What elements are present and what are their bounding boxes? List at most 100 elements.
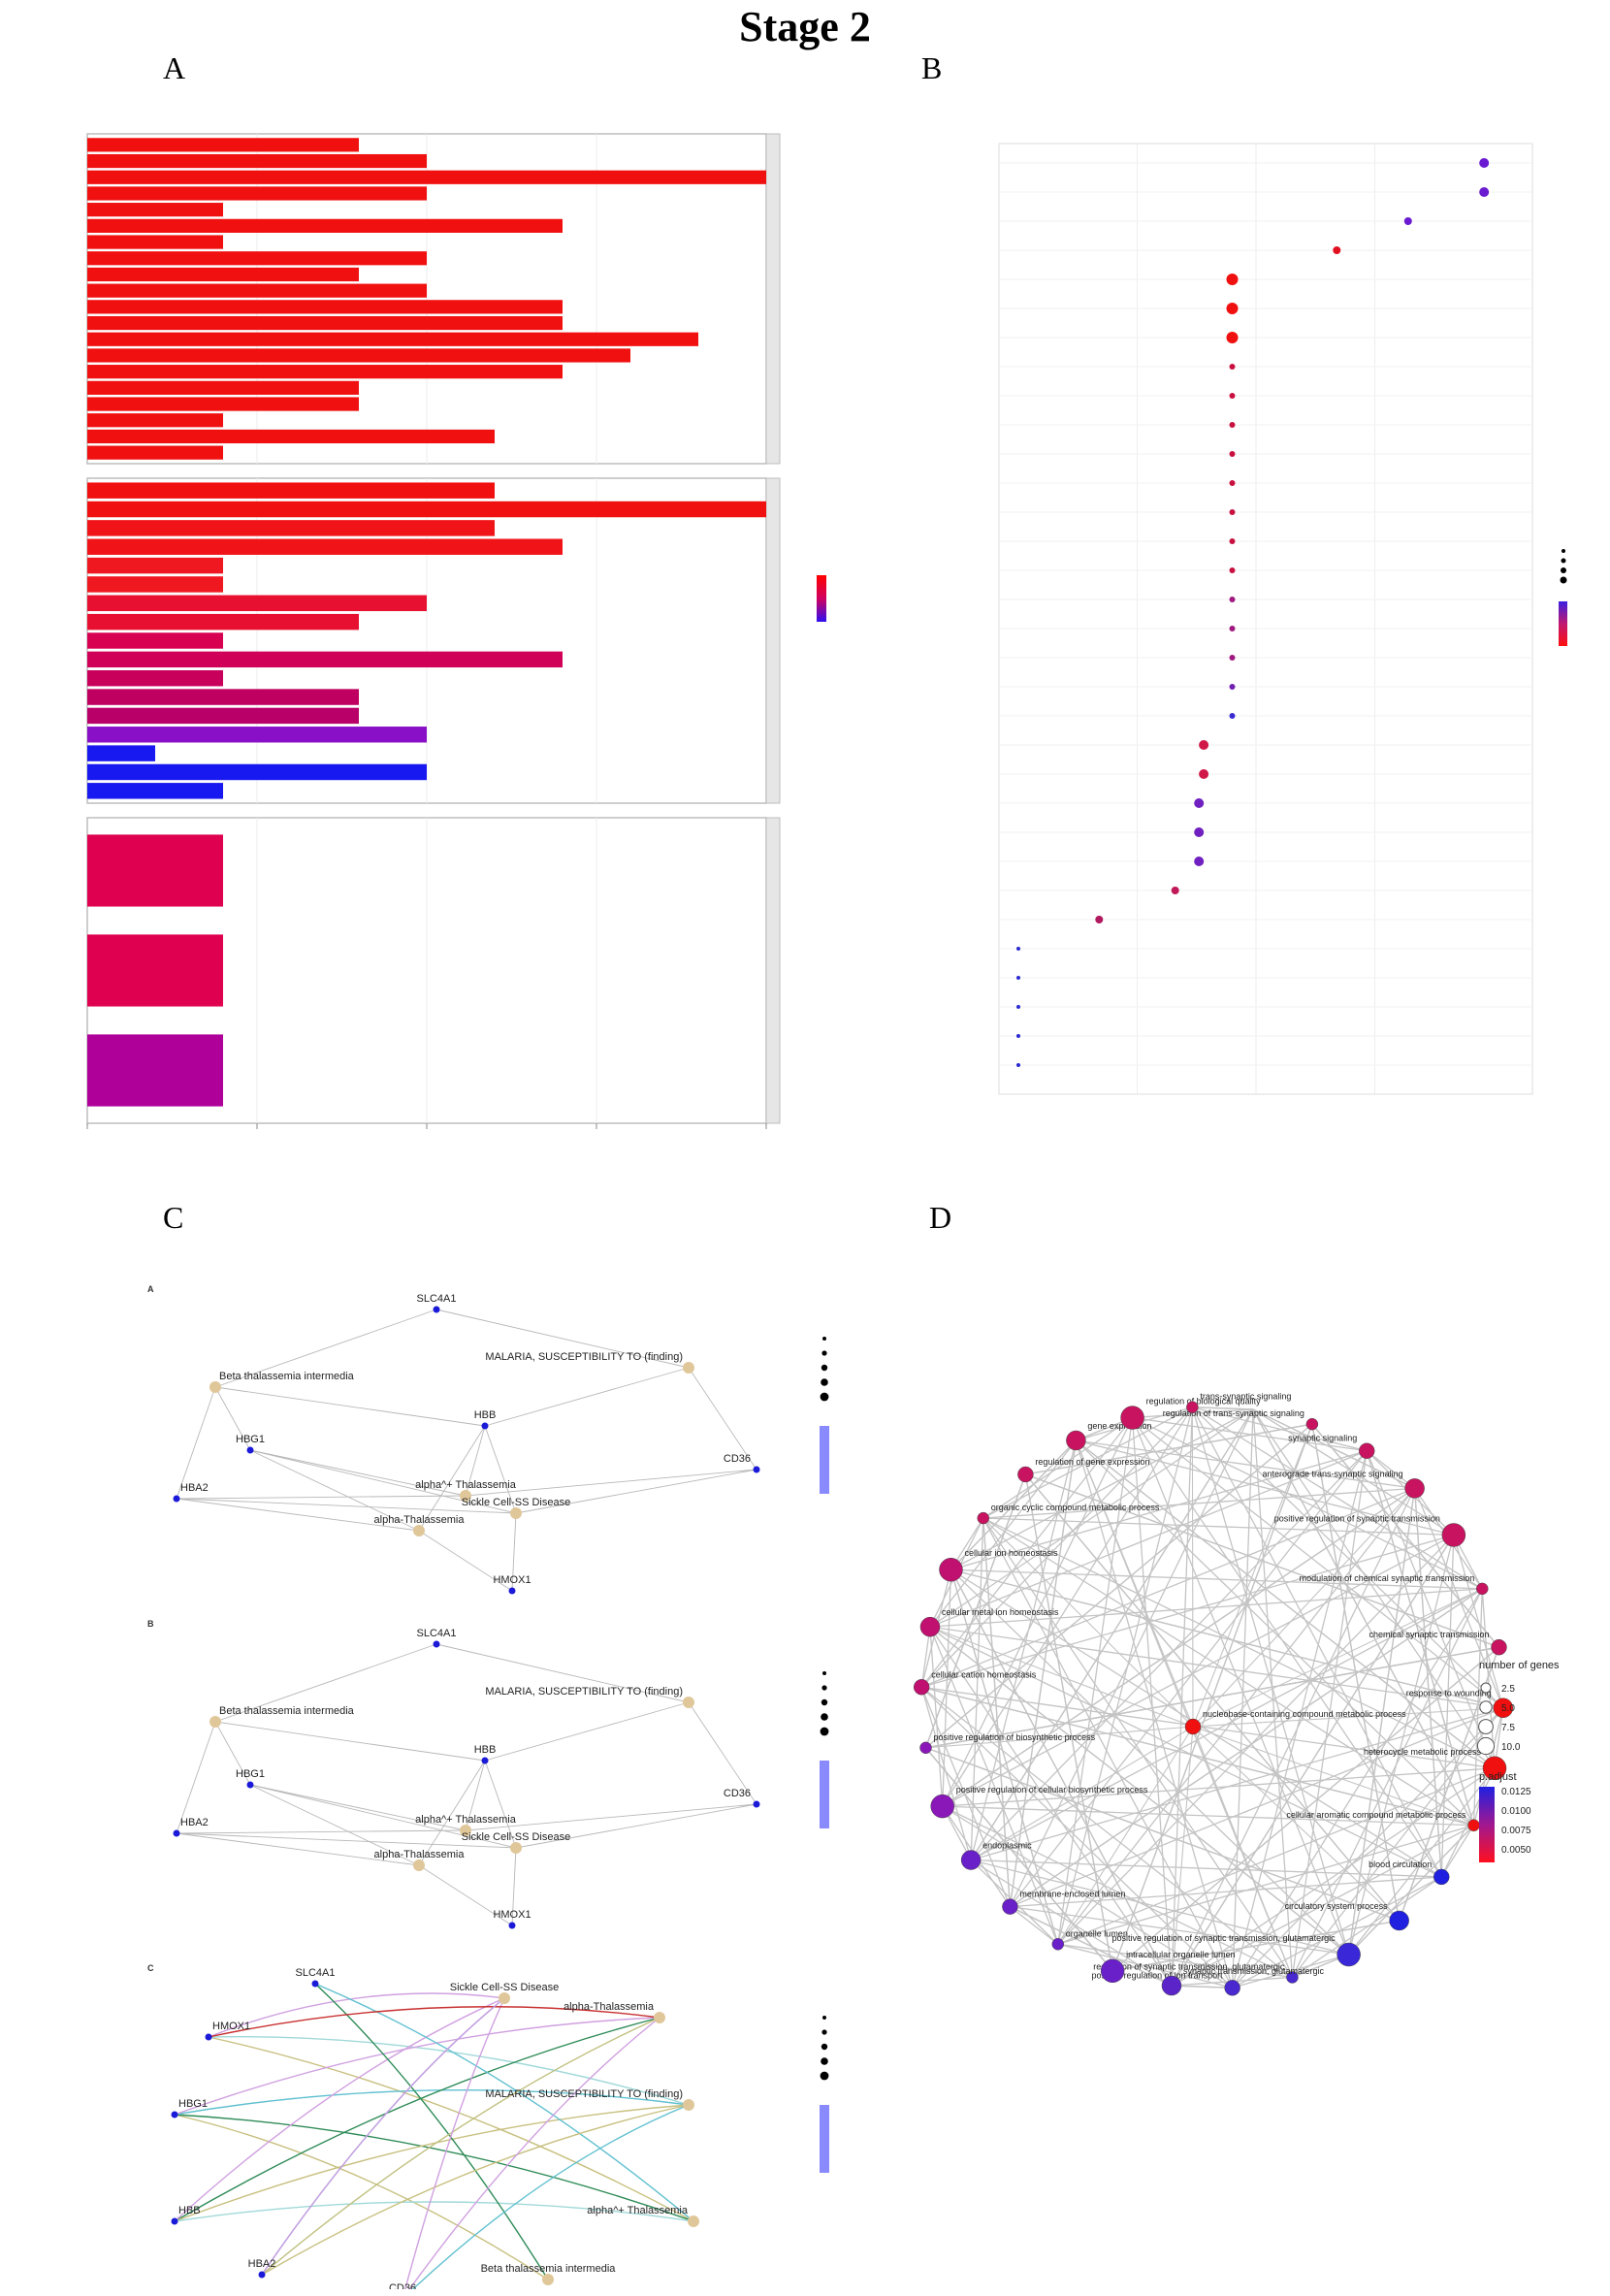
network-node-label: cellular cation homeostasis [931,1669,1037,1679]
data-point [1194,827,1205,837]
bar [87,727,427,743]
network-edge [249,1784,517,1849]
color-legend [817,575,826,622]
network-node-label: alpha-Thalassemia [374,1514,466,1526]
data-point [1229,480,1236,486]
network-node-label: SLC4A1 [417,1293,457,1305]
network-node-label: alpha-Thalassemia [564,2001,655,2013]
bar [87,300,563,314]
network-edge [971,1859,1442,1878]
network-node [683,2099,694,2111]
network-edge [1171,1407,1194,1987]
network-edge [411,2104,690,2289]
network-edge [249,1449,467,1497]
network-edge [418,1530,513,1592]
bar [87,783,223,799]
network-edge [1252,1408,1475,1827]
data-point [1479,158,1490,168]
color-legend-bar [1559,601,1567,646]
network-edge [982,1518,1012,1907]
network-edge [982,1517,1194,1728]
data-point [1194,798,1205,808]
legend-size-label: 5.0 [1501,1703,1515,1714]
network-node [913,1679,930,1696]
network-edge [1192,1726,1400,1922]
network-node [433,1640,440,1648]
bar [87,413,223,428]
data-point [1229,684,1236,690]
data-point [1229,422,1236,428]
network-edge [1192,1726,1293,1978]
network-edge [261,2104,690,2276]
bar [87,520,495,536]
network-edge [1366,1450,1415,1489]
size-legend-dot [1561,567,1566,573]
network-edge [1252,1408,1294,1978]
network-edge [1231,1408,1254,1989]
network-node [413,1525,425,1536]
network-node-label: organic cyclic compound metabolic proces… [991,1503,1160,1512]
network-edge [925,1747,1400,1922]
network-edge [1010,1906,1059,1945]
data-point [1479,187,1490,197]
network-node-label: Beta thalassemia intermedia [219,1705,355,1717]
bar [87,251,427,266]
network-node [1017,1466,1034,1483]
network-edge [925,1747,1113,1972]
bar [87,445,223,460]
network-edge [950,1439,1077,1570]
network-edge [249,1449,420,1532]
network-node-label: Beta thalassemia intermedia [219,1371,355,1382]
network-node-label: HBB [474,1744,497,1756]
network-edge [418,1760,486,1866]
legend-size-label: 10.0 [1501,1742,1521,1753]
bar [87,538,563,555]
bar [87,482,495,499]
network-edge [208,2036,690,2106]
network-edge [925,1726,1194,1749]
network-edge [174,2017,660,2116]
network-edge [249,1449,517,1514]
network-edge [174,2201,694,2222]
legend-size-dot [822,1671,826,1675]
network-node-label: Beta thalassemia intermedia [481,2263,617,2275]
network-edge [982,1417,1133,1519]
network-edge [261,1997,505,2276]
network-node-label: Sickle Cell-SS Disease [450,1982,559,1993]
network-node [1336,1942,1361,1967]
network-edge [1010,1905,1349,1956]
network-node [1184,1718,1202,1735]
panel-label-b: B [921,50,943,85]
size-legend-dot [1561,558,1566,564]
network-node-label: organelle lumen [1066,1928,1128,1938]
panel-label-a: A [163,50,186,85]
network-edge [1192,1407,1368,1452]
network-edge [1076,1439,1455,1536]
network-edge [174,2114,549,2280]
legend-size-dot [821,1713,828,1721]
network-node [205,2033,212,2041]
bar [87,235,223,249]
network-edge [515,1803,757,1849]
network-node-label: regulation of synaptic transmission, glu… [1093,1961,1285,1971]
bar [87,203,223,217]
network-edge [408,2017,660,2289]
network-edge [1171,1726,1194,1987]
size-legend-dot [1560,576,1567,584]
bar [87,186,427,201]
network-node [1186,1401,1199,1413]
network-node-label: alpha-Thalassemia [374,1849,466,1860]
network-node [683,1697,694,1708]
network-edge [1399,1646,1500,1922]
data-point [1226,303,1239,314]
network-edge [174,2114,694,2222]
bar [87,267,359,282]
network-node-label: response to wounding [1406,1689,1492,1698]
network-edge [982,1407,1193,1519]
legend-size-dot [821,1378,828,1386]
network-edge [1057,1825,1474,1945]
subpanel-label: B [147,1619,154,1629]
network-node [246,1446,254,1454]
bar [87,689,359,705]
bar [87,613,359,631]
